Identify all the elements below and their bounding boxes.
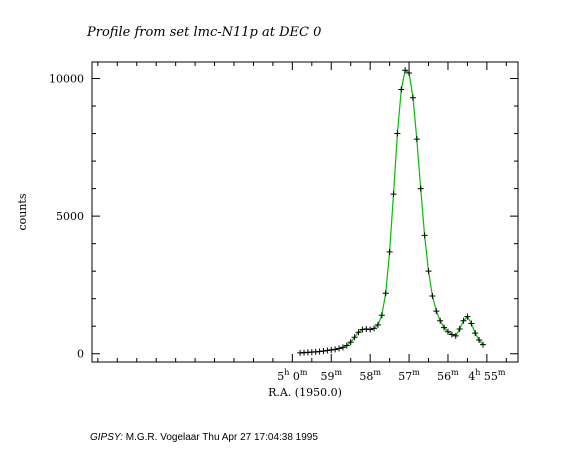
x-tick-label: 59m <box>320 368 342 383</box>
data-point <box>460 317 467 324</box>
data-point <box>374 321 381 328</box>
data-point <box>367 326 374 333</box>
x-tick-labels: 5h 0m 59m 58m 57m 56m 4h 55m <box>277 368 506 383</box>
y-tick-label: 0 <box>77 348 84 361</box>
data-point <box>413 136 420 143</box>
x-tick-label: 58m <box>359 368 381 383</box>
data-point <box>464 313 471 320</box>
data-point <box>429 292 436 299</box>
data-point <box>363 325 370 332</box>
data-point <box>378 312 385 319</box>
data-point <box>351 334 358 341</box>
data-point <box>359 326 366 333</box>
data-point <box>336 345 343 352</box>
data-point <box>444 328 451 335</box>
data-point <box>421 232 428 239</box>
data-point <box>479 341 486 348</box>
data-point <box>390 191 397 198</box>
data-point <box>409 94 416 101</box>
data-point <box>406 70 413 77</box>
data-point <box>371 325 378 332</box>
x-tick-label: 4h 55m <box>468 368 506 383</box>
data-point <box>437 317 444 324</box>
x-tick-label: 5h 0m <box>277 368 308 383</box>
data-point <box>320 347 327 354</box>
data-point <box>433 308 440 315</box>
data-point <box>417 185 424 192</box>
x-axis-label: R.A. (1950.0) <box>268 386 342 399</box>
axis-ticks <box>92 62 518 362</box>
data-series <box>297 67 486 356</box>
data-point <box>425 268 432 275</box>
data-point <box>476 336 483 343</box>
data-point <box>472 330 479 337</box>
footer-text: M.G.R. Vogelaar Thu Apr 27 17:04:38 1995 <box>122 432 318 443</box>
data-point <box>382 290 389 297</box>
data-point <box>394 130 401 137</box>
footer-credit: GIPSY: M.G.R. Vogelaar Thu Apr 27 17:04:… <box>90 432 318 443</box>
data-point <box>441 324 448 331</box>
y-axis-label: counts <box>16 193 29 230</box>
data-point <box>448 331 455 338</box>
data-point <box>316 348 323 355</box>
data-point <box>347 339 354 346</box>
data-point <box>386 248 393 255</box>
y-tick-label: 10000 <box>49 73 84 86</box>
y-tick-label: 5000 <box>56 210 84 223</box>
data-point <box>328 346 335 353</box>
fit-series <box>300 69 484 354</box>
data-point <box>398 86 405 93</box>
footer-brand: GIPSY: <box>90 432 123 443</box>
data-point <box>402 67 409 74</box>
data-point <box>452 332 459 339</box>
data-point <box>332 346 339 353</box>
data-point <box>339 344 346 351</box>
data-point <box>324 347 331 354</box>
x-tick-label: 57m <box>398 368 420 383</box>
plot-frame <box>91 61 519 363</box>
fit-curve <box>300 69 484 354</box>
data-point <box>343 342 350 349</box>
data-point <box>468 320 475 327</box>
data-point <box>456 325 463 332</box>
x-tick-label: 56m <box>437 368 459 383</box>
y-tick-labels: 0 5000 10000 <box>49 73 84 361</box>
data-point <box>355 329 362 336</box>
chart-title: Profile from set lmc-N11p at DEC 0 <box>86 25 321 40</box>
